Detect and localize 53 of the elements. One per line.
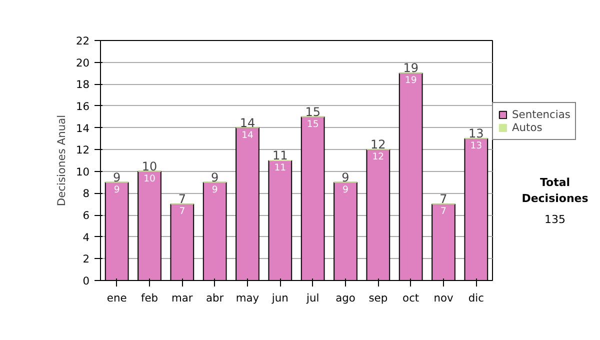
- y-tick-label: 20: [76, 56, 90, 70]
- x-tick-label: sep: [368, 292, 388, 304]
- total-label: 14: [240, 116, 256, 130]
- total-label: 7: [178, 192, 186, 206]
- total-label: 12: [370, 138, 386, 152]
- total-label: 9: [211, 170, 219, 184]
- text: Total Decisiones: [520, 175, 590, 206]
- x-tick-label: nov: [434, 292, 454, 304]
- y-tick-label: 6: [82, 209, 90, 222]
- total-label: 9: [342, 170, 350, 184]
- data-label: 15: [306, 118, 319, 130]
- data-label: 9: [114, 184, 120, 196]
- y-tick-label: 16: [76, 100, 90, 113]
- data-label: 11: [274, 162, 286, 174]
- x-tick-label: may: [236, 292, 260, 304]
- x-tick-label: oct: [402, 292, 420, 304]
- legend-label: Sentencias: [512, 108, 570, 121]
- y-tick-label: 4: [82, 230, 90, 244]
- data-label: 13: [470, 140, 482, 152]
- total-label: 9: [113, 170, 121, 184]
- data-label: 7: [179, 206, 186, 218]
- x-tick-label: ene: [106, 292, 127, 304]
- x-tick-label: ago: [336, 292, 356, 304]
- x-tick-label: jul: [305, 292, 320, 304]
- data-label: 7: [440, 206, 447, 218]
- y-axis-title: Decisiones Anual: [54, 114, 68, 206]
- x-tick-label: mar: [172, 292, 194, 304]
- total-label: 7: [440, 192, 448, 206]
- y-tick-label: 8: [82, 187, 90, 200]
- y-tick-label: 0: [82, 274, 90, 288]
- x-tick-label: feb: [140, 292, 158, 304]
- y-tick-label: 2: [82, 252, 90, 266]
- data-label: 12: [372, 152, 384, 163]
- data-label: 19: [404, 75, 417, 86]
- data-label: 10: [144, 173, 156, 184]
- y-tick-label: 22: [76, 34, 90, 48]
- y-tick-label: 14: [76, 122, 90, 135]
- data-label: 14: [242, 130, 254, 141]
- x-tick-label: jun: [270, 292, 288, 304]
- total-label: 19: [403, 61, 418, 76]
- x-tick-label: abr: [206, 292, 224, 304]
- data-label: 9: [342, 184, 349, 196]
- y-tick-label: 12: [76, 144, 90, 157]
- x-tick-label: dic: [468, 292, 484, 304]
- total-label: 10: [142, 159, 158, 174]
- y-tick-label: 10: [76, 165, 90, 178]
- total-label: 15: [305, 104, 320, 119]
- total-label: 13: [468, 126, 484, 141]
- legend-label: Autos: [512, 121, 542, 134]
- y-tick-label: 18: [76, 78, 90, 92]
- data-label: 9: [212, 184, 218, 196]
- total-label: 11: [272, 148, 288, 162]
- text: 135: [544, 212, 566, 228]
